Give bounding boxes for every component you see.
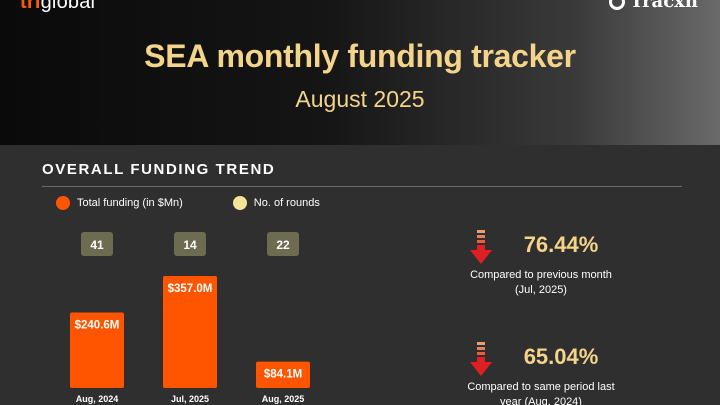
rounds-badge [81, 232, 113, 256]
section-title: OVERALL FUNDING TREND [42, 161, 276, 178]
rounds-badge [174, 232, 206, 256]
yoy-desc-line1: Compared to same period last [467, 381, 615, 393]
legend-funding-label: Total funding (in $Mn) [77, 197, 183, 209]
legend-funding-swatch [56, 196, 70, 210]
legend-item-funding: Total funding (in $Mn) [56, 196, 183, 210]
funding-bar [163, 276, 217, 388]
rounds-count-label: 14 [183, 238, 197, 252]
mom-percent: 76.44% [523, 232, 599, 257]
funding-bar [70, 312, 124, 388]
mom-stat: 76.44% Compared to previous month (Jul, … [456, 232, 626, 298]
yoy-percent: 65.04% [523, 344, 599, 369]
rounds-count-label: 41 [90, 238, 104, 252]
x-axis-tick-label: Jul, 2025 [171, 394, 209, 404]
header-banner: triglobal Tracxn SEA monthly funding tra… [0, 0, 720, 145]
legend-rounds-swatch [232, 196, 247, 210]
rounds-badge [267, 232, 299, 256]
funding-value-label: $357.0M [168, 283, 213, 295]
x-axis-tick-label: Aug, 2024 [76, 394, 119, 404]
down-arrow-icon [470, 342, 492, 376]
section-divider [42, 186, 682, 187]
legend-rounds-label: No. of rounds [253, 197, 320, 209]
yoy-desc-line2: year (Aug, 2024) [500, 396, 582, 405]
down-arrow-icon [470, 230, 492, 264]
yoy-stat: 65.04% Compared to same period last year… [456, 344, 626, 405]
funding-bar [256, 361, 310, 388]
mom-desc-line1: Compared to previous month [470, 269, 612, 281]
page-title: SEA monthly funding tracker [144, 38, 576, 74]
rounds-count-label: 22 [276, 238, 290, 252]
tracxn-logo-icon [608, 0, 625, 10]
tracxn-logo-text: Tracxn [629, 0, 698, 12]
funding-value-label: $240.6M [75, 320, 120, 332]
x-axis-tick-label: Aug, 2025 [262, 394, 305, 404]
tracxn-logo: Tracxn [608, 0, 698, 12]
page-subtitle: August 2025 [295, 86, 425, 112]
funding-value-label: $84.1M [264, 369, 302, 381]
tri-global-logo: triglobal [20, 0, 96, 13]
chart-legend: Total funding (in $Mn) No. of rounds [56, 196, 370, 210]
mom-desc-line2: (Jul, 2025) [515, 284, 567, 296]
legend-item-rounds: No. of rounds [232, 196, 320, 210]
